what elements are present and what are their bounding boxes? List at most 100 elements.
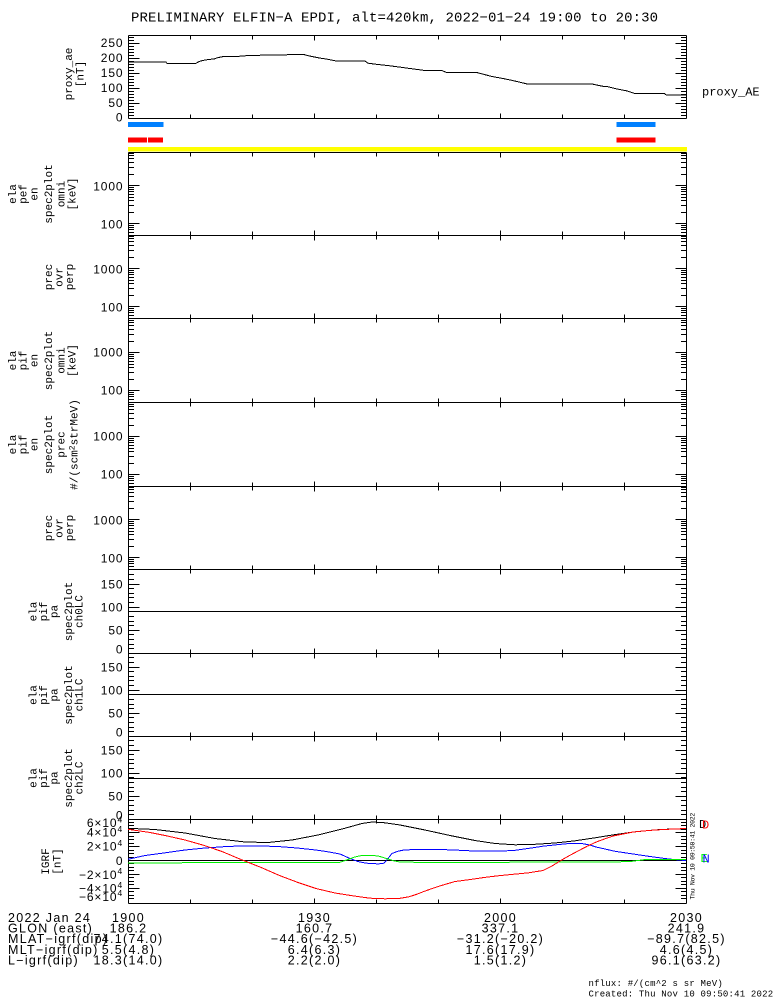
svg-text:186.2: 186.2 xyxy=(110,922,148,936)
svg-text:−89.7(82.5): −89.7(82.5) xyxy=(647,932,726,946)
svg-text:6.4(6.3): 6.4(6.3) xyxy=(288,943,341,957)
svg-text:200: 200 xyxy=(101,51,124,65)
svg-text:Created: Thu Nov 10 09:50:41 2: Created: Thu Nov 10 09:50:41 2022 xyxy=(589,990,774,1000)
svg-text:[keV]: [keV] xyxy=(68,344,80,377)
svg-text:Thu Nov 10 09:50:41 2022: Thu Nov 10 09:50:41 2022 xyxy=(690,813,697,900)
svg-text:[nT]: [nT] xyxy=(53,848,65,874)
svg-text:[keV]: [keV] xyxy=(68,177,80,210)
svg-text:160.7: 160.7 xyxy=(296,922,334,936)
svg-text:100: 100 xyxy=(101,468,124,482)
svg-text:0: 0 xyxy=(116,854,124,868)
svg-text:pa: pa xyxy=(50,605,62,619)
svg-text:2000: 2000 xyxy=(484,911,517,925)
svg-text:4: 4 xyxy=(118,866,123,876)
svg-text:4.6(4.5): 4.6(4.5) xyxy=(660,943,713,957)
svg-text:ela: ela xyxy=(29,768,41,788)
svg-text:N: N xyxy=(703,852,710,866)
svg-text:100: 100 xyxy=(101,683,124,697)
svg-text:ovr: ovr xyxy=(55,267,67,287)
svg-text:pa: pa xyxy=(50,771,62,785)
svg-text:perp: perp xyxy=(65,515,77,541)
svg-text:ch0LC: ch0LC xyxy=(74,595,86,628)
svg-text:−6×10: −6×10 xyxy=(79,890,118,904)
svg-text:omni: omni xyxy=(57,180,69,207)
svg-text:spec2plot: spec2plot xyxy=(44,415,56,474)
svg-text:96.1(63.2): 96.1(63.2) xyxy=(652,954,722,968)
svg-text:2022 Jan 24: 2022 Jan 24 xyxy=(8,911,91,925)
svg-text:spec2plot: spec2plot xyxy=(64,582,76,641)
svg-text:100: 100 xyxy=(101,384,124,398)
svg-text:2.2(2.0): 2.2(2.0) xyxy=(288,954,341,968)
svg-text:1000: 1000 xyxy=(93,262,123,276)
svg-text:ela: ela xyxy=(8,184,20,204)
svg-text:100: 100 xyxy=(101,552,124,566)
svg-text:perp: perp xyxy=(65,264,77,290)
svg-text:MLT−igrf(dip): MLT−igrf(dip) xyxy=(8,943,99,957)
svg-text:241.9: 241.9 xyxy=(668,922,706,936)
svg-text:2×10: 2×10 xyxy=(87,840,118,854)
svg-text:5.5(4.8): 5.5(4.8) xyxy=(102,943,155,957)
svg-text:50: 50 xyxy=(108,96,123,110)
svg-text:1000: 1000 xyxy=(93,345,123,359)
svg-text:0: 0 xyxy=(116,642,124,656)
svg-text:0: 0 xyxy=(116,808,124,822)
svg-text:ela: ela xyxy=(8,350,20,370)
svg-text:1000: 1000 xyxy=(93,179,123,193)
svg-text:[nT]: [nT] xyxy=(75,61,87,87)
svg-text:#/(scm2strMeV): #/(scm2strMeV) xyxy=(68,399,82,490)
svg-text:1000: 1000 xyxy=(93,429,123,443)
svg-text:4: 4 xyxy=(118,880,123,890)
svg-text:proxy_AE: proxy_AE xyxy=(702,86,760,100)
svg-text:GLON (east): GLON (east) xyxy=(8,922,93,936)
svg-text:4: 4 xyxy=(118,838,123,848)
svg-text:pif: pif xyxy=(19,351,31,371)
svg-text:spec2plot: spec2plot xyxy=(64,665,76,724)
svg-text:−2×10: −2×10 xyxy=(79,868,118,882)
svg-text:2030: 2030 xyxy=(670,911,703,925)
svg-text:1000: 1000 xyxy=(93,513,123,527)
svg-text:E: E xyxy=(701,852,708,866)
svg-text:prec: prec xyxy=(44,515,56,541)
svg-text:100: 100 xyxy=(101,81,124,95)
svg-text:ovr: ovr xyxy=(55,518,67,538)
svg-text:18.3(14.0): 18.3(14.0) xyxy=(94,954,164,968)
svg-text:1930: 1930 xyxy=(298,911,331,925)
svg-text:4×10: 4×10 xyxy=(87,826,118,840)
svg-text:4: 4 xyxy=(118,888,123,898)
svg-text:pef: pef xyxy=(19,184,31,204)
svg-text:50: 50 xyxy=(108,790,123,804)
svg-text:PRELIMINARY ELFIN−A EPDI, alt=: PRELIMINARY ELFIN−A EPDI, alt=420km, 202… xyxy=(131,11,658,27)
svg-text:prec: prec xyxy=(57,431,69,457)
svg-text:74.1(74.0): 74.1(74.0) xyxy=(94,932,164,946)
svg-text:0: 0 xyxy=(116,111,124,125)
svg-text:100: 100 xyxy=(101,600,124,614)
svg-text:4: 4 xyxy=(118,814,123,824)
svg-text:MLAT−igrf(dip): MLAT−igrf(dip) xyxy=(8,932,108,946)
svg-text:ela: ela xyxy=(8,434,20,454)
svg-text:4: 4 xyxy=(118,824,123,834)
svg-text:IGRF: IGRF xyxy=(41,848,53,874)
svg-text:−4×10: −4×10 xyxy=(79,882,118,896)
svg-text:spec2plot: spec2plot xyxy=(44,331,56,390)
svg-text:omni: omni xyxy=(57,347,69,374)
svg-text:0: 0 xyxy=(116,725,124,739)
svg-text:ela: ela xyxy=(29,685,41,705)
svg-text:pif: pif xyxy=(39,768,51,788)
svg-text:100: 100 xyxy=(101,766,124,780)
svg-text:100: 100 xyxy=(101,301,124,315)
svg-text:D: D xyxy=(699,818,706,832)
svg-text:337.1: 337.1 xyxy=(482,922,520,936)
svg-text:6×10: 6×10 xyxy=(87,816,118,830)
svg-text:proxy_ae: proxy_ae xyxy=(64,48,76,101)
svg-text:D: D xyxy=(702,818,709,832)
svg-text:pif: pif xyxy=(39,685,51,705)
svg-text:−44.6(−42.5): −44.6(−42.5) xyxy=(271,932,358,946)
svg-text:150: 150 xyxy=(101,660,124,674)
svg-text:en: en xyxy=(30,187,42,200)
svg-text:pif: pif xyxy=(19,435,31,455)
svg-text:en: en xyxy=(30,438,42,451)
svg-text:50: 50 xyxy=(108,707,123,721)
svg-text:150: 150 xyxy=(101,577,124,591)
svg-text:prec: prec xyxy=(44,264,56,290)
svg-text:17.6(17.9): 17.6(17.9) xyxy=(466,943,536,957)
